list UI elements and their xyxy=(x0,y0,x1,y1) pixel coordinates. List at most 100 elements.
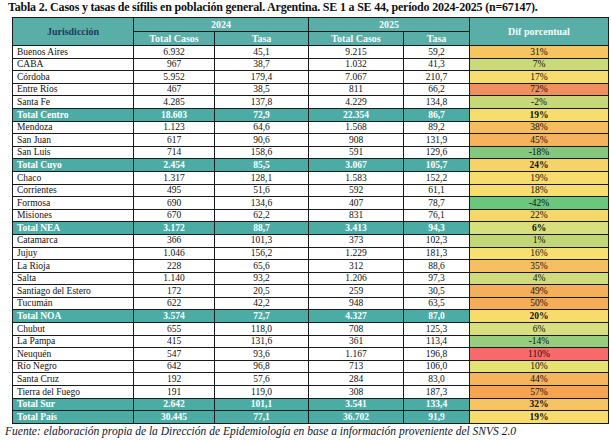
header-tasa-2024: Tasa xyxy=(215,32,309,46)
header-total-casos-2025: Total Casos xyxy=(309,32,404,46)
cell-dif: 38% xyxy=(470,121,609,134)
cell-dif: 31% xyxy=(470,46,609,59)
table-row: Santa Fe4.285137,84.229134,8-2% xyxy=(13,96,609,109)
cell-casos-2025: 284 xyxy=(309,373,404,386)
header-total-casos-2024: Total Casos xyxy=(134,32,215,46)
cell-dif: 19% xyxy=(470,411,609,424)
cell-tasa-2025: 97,3 xyxy=(404,272,470,285)
cell-casos-2025: 4.327 xyxy=(309,310,404,323)
table-header: Jurisdicción 2024 2025 Dif porcentual To… xyxy=(13,18,609,46)
cell-tasa-2024: 90,6 xyxy=(215,134,309,147)
cell-casos-2025: 831 xyxy=(309,209,404,222)
cell-jurisdiccion: Chubut xyxy=(13,323,134,336)
cell-tasa-2025: 131,9 xyxy=(404,134,470,147)
cell-tasa-2024: 96,8 xyxy=(215,360,309,373)
cell-casos-2025: 3.413 xyxy=(309,222,404,235)
cell-tasa-2024: 38,5 xyxy=(215,83,309,96)
cell-tasa-2025: 134,8 xyxy=(404,96,470,109)
cell-jurisdiccion: Total Cuyo xyxy=(13,159,134,172)
cell-tasa-2024: 93,6 xyxy=(215,348,309,361)
cell-casos-2024: 18.603 xyxy=(134,108,215,121)
cell-tasa-2024: 128,1 xyxy=(215,171,309,184)
cell-tasa-2025: 83,0 xyxy=(404,373,470,386)
table-row: Buenos Aires6.93245,19.21559,231% xyxy=(13,46,609,59)
cell-jurisdiccion: Tucumán xyxy=(13,297,134,310)
table-row: Corrientes49551,659261,118% xyxy=(13,184,609,197)
sifilis-table: Jurisdicción 2024 2025 Dif porcentual To… xyxy=(12,17,609,424)
cell-casos-2025: 708 xyxy=(309,323,404,336)
cell-casos-2024: 655 xyxy=(134,323,215,336)
cell-jurisdiccion: Chaco xyxy=(13,171,134,184)
cell-casos-2025: 1.167 xyxy=(309,348,404,361)
cell-tasa-2024: 20,5 xyxy=(215,285,309,298)
cell-casos-2025: 36.702 xyxy=(309,411,404,424)
cell-casos-2024: 714 xyxy=(134,146,215,159)
cell-jurisdiccion: San Juan xyxy=(13,134,134,147)
header-dif-porcentual: Dif porcentual xyxy=(470,18,609,46)
cell-jurisdiccion: Salta xyxy=(13,272,134,285)
cell-jurisdiccion: La Rioja xyxy=(13,260,134,273)
cell-tasa-2025: 196,8 xyxy=(404,348,470,361)
cell-dif: 7% xyxy=(470,58,609,71)
cell-tasa-2025: 86,7 xyxy=(404,108,470,121)
cell-jurisdiccion: Santa Cruz xyxy=(13,373,134,386)
cell-dif: 57% xyxy=(470,386,609,399)
cell-tasa-2025: 133,4 xyxy=(404,398,470,411)
cell-casos-2024: 967 xyxy=(134,58,215,71)
cell-casos-2025: 9.215 xyxy=(309,46,404,59)
total-row: Total País30.44577,136.70291,919% xyxy=(13,411,609,424)
cell-casos-2024: 467 xyxy=(134,83,215,96)
cell-dif: 110% xyxy=(470,348,609,361)
cell-tasa-2025: 30,5 xyxy=(404,285,470,298)
cell-casos-2024: 690 xyxy=(134,197,215,210)
cell-tasa-2025: 113,4 xyxy=(404,335,470,348)
cell-dif: -18% xyxy=(470,146,609,159)
cell-tasa-2024: 72,7 xyxy=(215,310,309,323)
cell-dif: -14% xyxy=(470,335,609,348)
cell-jurisdiccion: Catamarca xyxy=(13,234,134,247)
total-row: Total NOA3.57472,74.32787,020% xyxy=(13,310,609,323)
cell-tasa-2024: 51,6 xyxy=(215,184,309,197)
cell-jurisdiccion: Total NEA xyxy=(13,222,134,235)
cell-dif: 49% xyxy=(470,285,609,298)
cell-casos-2025: 259 xyxy=(309,285,404,298)
cell-tasa-2025: 106,0 xyxy=(404,360,470,373)
table-row: Entre Ríos46738,581166,272% xyxy=(13,83,609,96)
table-row: Tierra del Fuego191119,0308187,357% xyxy=(13,386,609,399)
cell-tasa-2025: 129,6 xyxy=(404,146,470,159)
cell-casos-2024: 415 xyxy=(134,335,215,348)
cell-casos-2025: 592 xyxy=(309,184,404,197)
cell-dif: 1% xyxy=(470,234,609,247)
cell-casos-2025: 361 xyxy=(309,335,404,348)
cell-casos-2025: 308 xyxy=(309,386,404,399)
cell-dif: 16% xyxy=(470,247,609,260)
cell-casos-2025: 1.583 xyxy=(309,171,404,184)
cell-jurisdiccion: Total Sur xyxy=(13,398,134,411)
cell-jurisdiccion: Mendoza xyxy=(13,121,134,134)
cell-dif: 35% xyxy=(470,260,609,273)
table-row: Formosa690134,640778,7-42% xyxy=(13,197,609,210)
cell-casos-2025: 22.354 xyxy=(309,108,404,121)
cell-tasa-2025: 66,2 xyxy=(404,83,470,96)
cell-casos-2025: 713 xyxy=(309,360,404,373)
table-row: Neuquén54793,61.167196,8110% xyxy=(13,348,609,361)
cell-casos-2025: 1.032 xyxy=(309,58,404,71)
table-row: Salta1.14093,21.20697,34% xyxy=(13,272,609,285)
cell-dif: 45% xyxy=(470,134,609,147)
cell-tasa-2025: 91,9 xyxy=(404,411,470,424)
cell-tasa-2024: 62,2 xyxy=(215,209,309,222)
cell-casos-2024: 4.285 xyxy=(134,96,215,109)
cell-dif: 20% xyxy=(470,310,609,323)
cell-dif: 19% xyxy=(470,108,609,121)
cell-dif: -42% xyxy=(470,197,609,210)
cell-jurisdiccion: Neuquén xyxy=(13,348,134,361)
cell-tasa-2024: 158,6 xyxy=(215,146,309,159)
cell-dif: 72% xyxy=(470,83,609,96)
table-row: La Pampa415131,6361113,4-14% xyxy=(13,335,609,348)
cell-tasa-2025: 76,1 xyxy=(404,209,470,222)
cell-tasa-2025: 78,7 xyxy=(404,197,470,210)
cell-casos-2024: 172 xyxy=(134,285,215,298)
table-body: Buenos Aires6.93245,19.21559,231%CABA967… xyxy=(13,46,609,424)
cell-casos-2024: 1.317 xyxy=(134,171,215,184)
cell-jurisdiccion: Total Centro xyxy=(13,108,134,121)
